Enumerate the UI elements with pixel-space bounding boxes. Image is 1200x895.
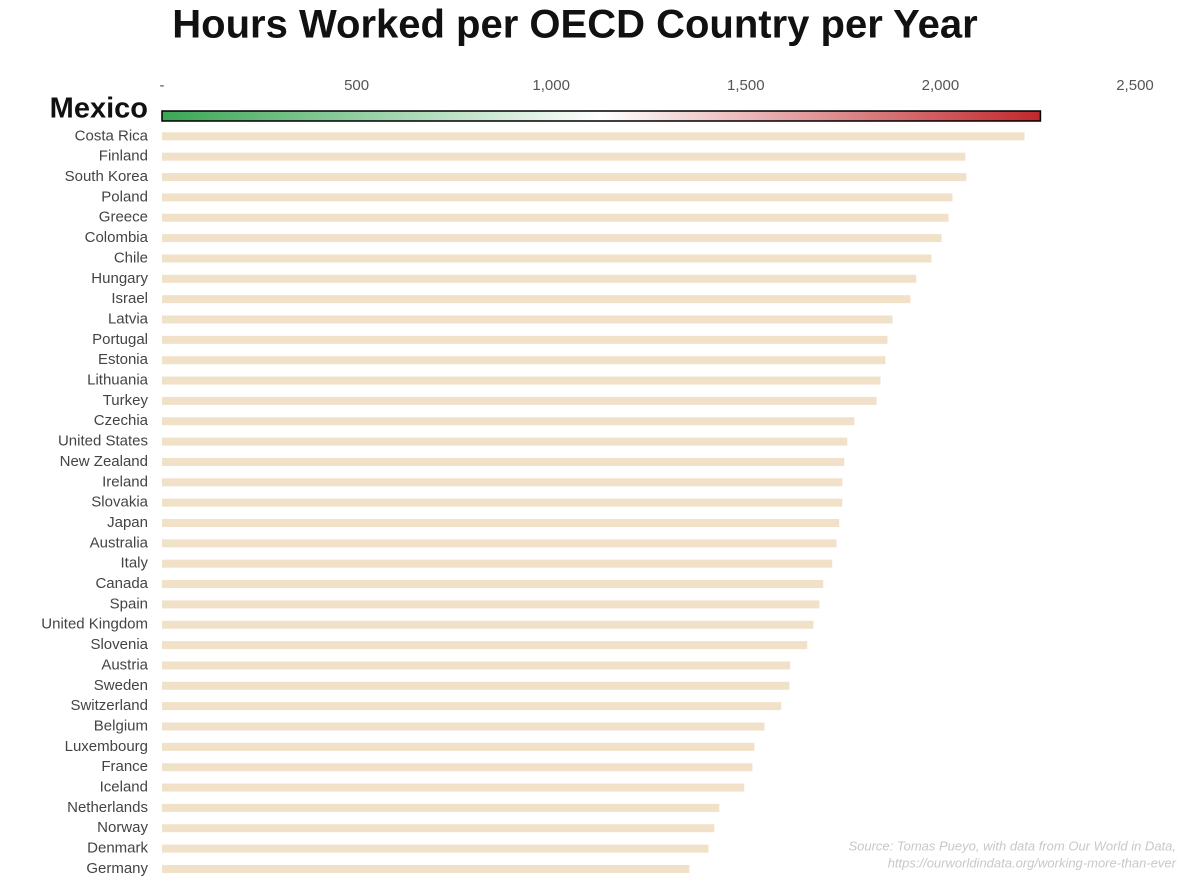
category-label: Czechia bbox=[94, 412, 149, 429]
category-label: United Kingdom bbox=[41, 616, 148, 633]
category-label: Austria bbox=[101, 656, 148, 673]
bar bbox=[162, 132, 1025, 141]
source-url: https://ourworldindata.org/working-more-… bbox=[888, 855, 1177, 870]
category-label: Ireland bbox=[102, 473, 148, 490]
bar bbox=[162, 803, 720, 812]
bar bbox=[162, 620, 814, 629]
x-tick-label: 500 bbox=[344, 77, 369, 94]
x-tick-label: 2,000 bbox=[922, 77, 960, 94]
category-label: Slovakia bbox=[91, 494, 148, 511]
category-label: Greece bbox=[99, 209, 148, 226]
x-tick-label: 2,500 bbox=[1116, 77, 1154, 94]
bar bbox=[162, 234, 942, 243]
bar bbox=[162, 559, 833, 568]
category-label: Lithuania bbox=[87, 372, 149, 389]
category-label: Luxembourg bbox=[65, 738, 148, 755]
category-label: Sweden bbox=[94, 677, 148, 694]
category-label: Chile bbox=[114, 249, 148, 266]
category-label: South Korea bbox=[65, 168, 149, 185]
category-label: Colombia bbox=[85, 229, 149, 246]
bar bbox=[162, 763, 753, 772]
bar bbox=[162, 824, 715, 833]
category-label: Israel bbox=[111, 290, 148, 307]
bar bbox=[162, 580, 824, 589]
category-label: Italy bbox=[120, 555, 148, 572]
bar bbox=[162, 437, 848, 446]
bar bbox=[162, 173, 967, 182]
bar bbox=[162, 661, 791, 670]
category-label: Finland bbox=[99, 148, 148, 165]
bar bbox=[162, 356, 886, 365]
highlight-bar bbox=[161, 110, 1042, 122]
category-label: Costa Rica bbox=[75, 127, 149, 144]
bar bbox=[162, 498, 843, 507]
category-label: France bbox=[101, 758, 148, 775]
bar bbox=[162, 213, 949, 222]
bar bbox=[162, 702, 782, 711]
category-label: Estonia bbox=[98, 351, 149, 368]
bar bbox=[162, 539, 837, 548]
category-label: Hungary bbox=[91, 270, 148, 287]
category-label: Spain bbox=[110, 595, 148, 612]
bar bbox=[162, 600, 820, 609]
category-label: Japan bbox=[107, 514, 148, 531]
category-label: Switzerland bbox=[70, 697, 148, 714]
category-label: Denmark bbox=[87, 840, 148, 857]
bar bbox=[162, 335, 888, 344]
x-tick-label: 1,000 bbox=[532, 77, 570, 94]
bar bbox=[162, 519, 840, 527]
category-label: United States bbox=[58, 433, 148, 450]
category-label: New Zealand bbox=[60, 453, 148, 470]
highlight-category-label: Mexico bbox=[50, 93, 148, 125]
bar bbox=[162, 864, 690, 873]
category-label: Netherlands bbox=[67, 799, 148, 816]
bar bbox=[162, 641, 808, 650]
bar bbox=[162, 396, 877, 405]
category-label: Turkey bbox=[103, 392, 149, 409]
category-label: Iceland bbox=[100, 779, 148, 796]
bar bbox=[162, 152, 966, 161]
bar bbox=[162, 742, 755, 751]
category-label: Portugal bbox=[92, 331, 148, 348]
chart-title: Hours Worked per OECD Country per Year bbox=[172, 3, 977, 47]
category-label: Belgium bbox=[94, 717, 148, 734]
bar bbox=[162, 295, 911, 304]
bar bbox=[162, 417, 855, 426]
bar bbox=[162, 478, 843, 487]
x-tick-label: - bbox=[160, 77, 165, 94]
category-label: Norway bbox=[97, 819, 148, 836]
category-label: Australia bbox=[90, 534, 149, 551]
bar bbox=[162, 315, 893, 324]
bar bbox=[162, 274, 917, 283]
bar bbox=[162, 722, 765, 731]
bar bbox=[162, 254, 932, 263]
x-tick-label: 1,500 bbox=[727, 77, 765, 94]
bar bbox=[162, 783, 745, 792]
bar bbox=[162, 457, 845, 466]
bar bbox=[162, 844, 709, 853]
category-label: Canada bbox=[95, 575, 148, 592]
bar bbox=[162, 376, 881, 385]
bar bbox=[162, 193, 953, 202]
category-label: Latvia bbox=[108, 310, 149, 327]
bar bbox=[162, 681, 790, 690]
category-label: Germany bbox=[86, 860, 148, 877]
source-note: Source: Tomas Pueyo, with data from Our … bbox=[848, 838, 1176, 853]
category-label: Slovenia bbox=[90, 636, 148, 653]
category-label: Poland bbox=[101, 188, 148, 205]
